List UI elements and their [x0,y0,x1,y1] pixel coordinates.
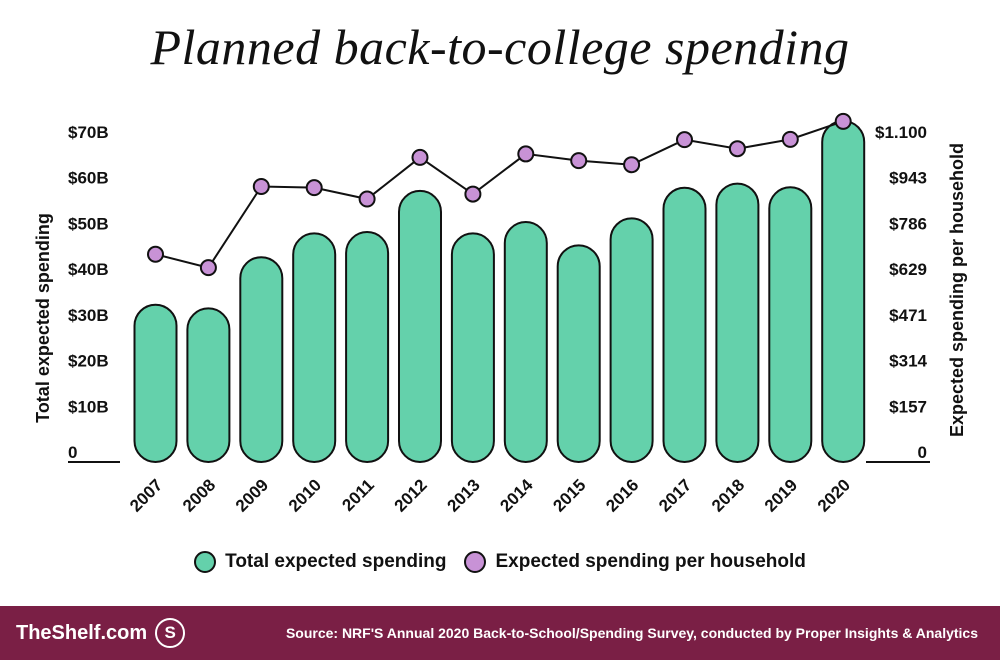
household-point-2012 [411,148,429,166]
footer-bar: TheShelf.com S Source: NRF'S Annual 2020… [0,606,1000,660]
x-tick-label-2013: 2013 [444,475,484,515]
x-tick-label-2009: 2009 [232,475,272,515]
y-axis-title-right: Expected spending per household [947,143,967,437]
y-axis-title-left: Total expected spending [33,213,53,423]
x-tick-label-2020: 2020 [814,475,854,515]
bar-2019 [768,186,813,463]
x-tick-label-2007: 2007 [126,475,166,515]
bar-2013 [450,232,495,463]
household-point-2017 [676,131,693,149]
left-tick-label: 0 [68,443,77,462]
legend-swatch-total [194,551,217,573]
right-tick-label: 0 [918,443,927,462]
left-tick-label: $10B [68,397,109,416]
chart-svg: 0 $10B $20B $30B $40B $50B $60B $70B 0 $157 $314 $4… [33,112,967,516]
x-tick-label-2012: 2012 [391,475,431,515]
source-note: Source: NRF'S Annual 2020 Back-to-School… [285,625,978,641]
brand-logo-icon: S [155,618,186,648]
household-point-2016 [623,156,641,174]
right-tick-label: $943 [889,169,927,188]
bar-2016 [609,217,654,463]
left-tick-label: $70B [68,123,109,142]
bar-2008 [186,307,231,463]
brand-name: TheShelf.com [16,621,148,644]
household-point-2010 [305,179,323,197]
x-tick-label-2010: 2010 [285,475,325,515]
right-tick-label: $314 [889,352,927,371]
chart-legend: Total expected spending Expected spendin… [0,551,1000,573]
legend-swatch-household [464,551,487,573]
household-point-2019 [781,130,799,148]
bar-2011 [345,231,390,463]
left-tick-label: $30B [68,306,109,325]
left-tick-label: $60B [68,169,109,188]
bar-2007 [133,303,178,463]
bar-2010 [292,232,337,463]
brand[interactable]: TheShelf.com S [16,618,186,648]
x-tick-label-2016: 2016 [602,475,642,515]
right-tick-label: $157 [889,397,927,416]
legend-label-total: Total expected spending [225,551,447,572]
household-point-2011 [358,190,376,208]
household-point-2013 [464,185,482,203]
right-tick-label: $629 [889,260,927,279]
x-tick-label-2011: 2011 [338,475,378,515]
legend-label-household: Expected spending per household [495,551,806,572]
household-point-2015 [570,152,588,170]
household-point-2020 [834,112,852,130]
x-tick-label-2019: 2019 [761,475,801,515]
left-tick-label: $20B [68,352,109,371]
bar-2015 [556,244,601,463]
right-tick-label: $471 [889,306,927,325]
bar-2014 [503,221,548,463]
household-point-2018 [728,140,746,158]
household-point-2007 [147,245,164,263]
bar-2017 [662,186,707,463]
x-tick-label-2015: 2015 [549,475,589,515]
x-tick-label-2018: 2018 [708,475,748,515]
left-tick-label: $40B [68,260,109,279]
right-tick-label: $1.100 [875,123,927,142]
bar-2018 [715,182,760,463]
household-point-2014 [517,145,535,163]
left-tick-label: $50B [68,214,109,233]
bar-2020 [821,119,866,463]
bar-2012 [398,189,442,464]
x-tick-label-2017: 2017 [655,475,695,515]
household-point-2008 [199,259,217,277]
legend-item-household: Expected spending per household [464,551,806,573]
x-tick-label-2014: 2014 [496,475,537,516]
right-tick-label: $786 [889,214,927,233]
legend-item-total: Total expected spending [194,551,446,573]
chart-title: Planned back-to-college spending [150,19,850,75]
household-point-2009 [252,178,270,196]
household-spending-line [155,120,844,269]
x-tick-label-2008: 2008 [179,475,219,515]
bar-2009 [239,256,284,464]
